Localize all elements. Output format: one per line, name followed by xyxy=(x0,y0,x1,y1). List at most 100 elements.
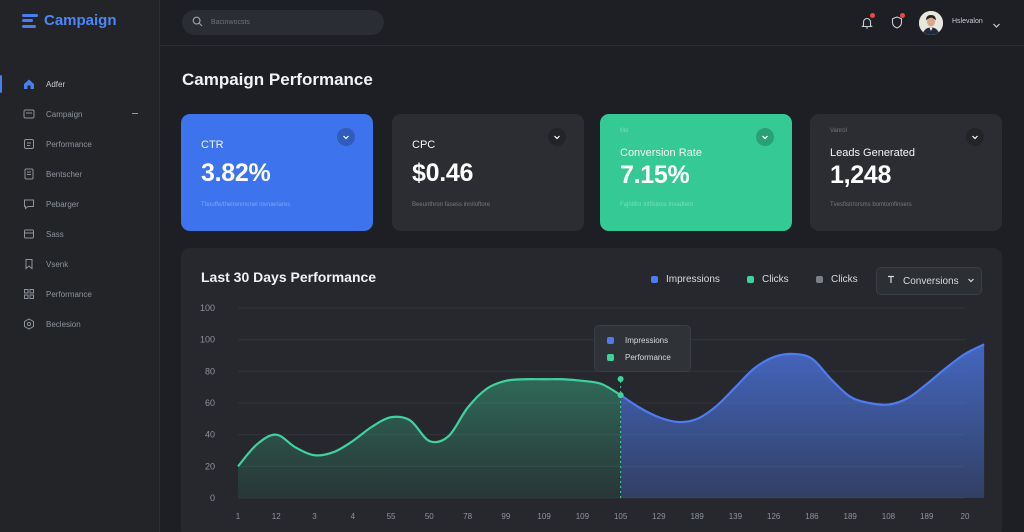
series-area-impressions xyxy=(620,344,985,498)
y-tick-label: 100 xyxy=(200,303,215,313)
sidebar-item-pebarger[interactable]: Pebarger xyxy=(0,189,160,219)
sidebar-item-vsenk[interactable]: Vsenk xyxy=(0,249,160,279)
chevron-down-icon[interactable] xyxy=(756,128,774,146)
user-name[interactable]: Hslevalon xyxy=(952,18,983,25)
highlight-point xyxy=(617,376,624,382)
sidebar-item-performance-2[interactable]: Performance xyxy=(0,279,160,309)
x-tick-label: 109 xyxy=(576,512,590,521)
sidebar-item-label: Campaign xyxy=(46,109,83,119)
campaign-icon xyxy=(22,108,35,121)
kpi-caption: Tbouffe/thelrenmonel inv/uerlares xyxy=(201,202,291,208)
shield-icon[interactable] xyxy=(889,13,905,30)
dropdown-label: Conversions xyxy=(903,275,959,287)
layers-icon xyxy=(22,228,35,241)
sidebar-item-campaign[interactable]: Campaign xyxy=(0,99,160,129)
tooltip-row: Impressions xyxy=(607,336,668,345)
avatar[interactable] xyxy=(919,11,943,35)
kpi-value: 1,248 xyxy=(830,161,892,189)
sidebar-nav: Adfer Campaign Performance Bentscher xyxy=(0,69,160,339)
chevron-down-icon xyxy=(967,276,975,287)
kpi-card-leads-generated[interactable]: Vanrol Leads Generated 1,248 Tvesfistr/o… xyxy=(810,114,1002,231)
sidebar-item-label: Vsenk xyxy=(46,259,69,269)
chart-tooltip: Impressions Performance xyxy=(594,325,691,372)
chevron-down-icon[interactable] xyxy=(966,128,984,146)
performance-icon xyxy=(22,138,35,151)
sidebar-item-sass[interactable]: Sass xyxy=(0,219,160,249)
kpi-label: Leads Generated xyxy=(830,147,916,159)
sidebar-item-label: Adfer xyxy=(46,79,66,89)
legend-label: Clicks xyxy=(831,274,858,285)
kpi-card-conversion-rate[interactable]: Mo Conversion Rate 7.15% Fajhtifor intfi… xyxy=(600,114,792,231)
y-tick-label: 80 xyxy=(205,366,215,376)
x-tick-label: 105 xyxy=(614,512,628,521)
chart-title: Last 30 Days Performance xyxy=(201,269,377,285)
chevron-down-icon[interactable] xyxy=(992,17,1001,35)
alert-dot xyxy=(900,13,905,18)
sidebar-item-label: Bentscher xyxy=(46,169,83,179)
brand-logo-icon xyxy=(22,13,38,28)
kpi-value: 3.82% xyxy=(201,159,271,187)
sidebar-item-beclesion[interactable]: Beclesion xyxy=(0,309,160,339)
search-input[interactable] xyxy=(211,19,371,26)
x-tick-label: 55 xyxy=(387,512,396,521)
document-icon xyxy=(22,168,35,181)
series-area-performance xyxy=(238,379,621,498)
y-tick-label: 60 xyxy=(205,398,215,408)
legend-clicks[interactable]: Clicks xyxy=(747,274,789,285)
tooltip-row: Performance xyxy=(607,353,671,362)
chat-icon xyxy=(22,198,35,211)
series-line-performance xyxy=(237,378,622,468)
sidebar-item-performance[interactable]: Performance xyxy=(0,129,160,159)
kpi-caption: Beeunthron fasess inn/ioftore xyxy=(412,202,491,208)
notification-bell-icon[interactable] xyxy=(859,13,875,30)
x-tick-label: 109 xyxy=(537,512,551,521)
brand[interactable]: Campaign xyxy=(22,12,117,29)
kpi-prefix: Mo xyxy=(620,128,629,134)
x-tick-label: 189 xyxy=(844,512,858,521)
y-tick-label: 20 xyxy=(205,461,215,471)
kpi-card-cpc[interactable]: CPC $0.46 Beeunthron fasess inn/ioftore xyxy=(392,114,584,231)
conversions-dropdown[interactable]: Conversions xyxy=(876,267,982,295)
sidebar-item-label: Pebarger xyxy=(46,199,79,209)
x-tick-label: 3 xyxy=(312,512,317,521)
kpi-value: 7.15% xyxy=(620,161,690,189)
tooltip-label: Performance xyxy=(625,353,671,362)
legend-impressions[interactable]: Impressions xyxy=(651,274,720,285)
kpi-label: Conversion Rate xyxy=(620,147,702,159)
performance-chart-panel: 100 100 80 60 40 20 0 1 12 3 4 55 50 78 99 109 109 105 129… xyxy=(181,248,1002,532)
x-tick-label: 20 xyxy=(961,512,970,521)
legend-label: Impressions xyxy=(666,274,720,285)
chevron-down-icon[interactable] xyxy=(337,128,355,146)
grid-icon xyxy=(22,288,35,301)
legend-clicks-secondary[interactable]: Clicks xyxy=(816,274,858,285)
sidebar-item-label: Beclesion xyxy=(46,319,81,329)
x-tick-label: 126 xyxy=(767,512,781,521)
kpi-prefix: Vanrol xyxy=(830,128,847,134)
sidebar-item-label: Performance xyxy=(46,139,92,149)
x-tick-label: 189 xyxy=(920,512,934,521)
legend-swatch xyxy=(651,276,658,283)
x-tick-label: 129 xyxy=(652,512,666,521)
tooltip-label: Impressions xyxy=(625,336,669,345)
sidebar-item-bentscher[interactable]: Bentscher xyxy=(0,159,160,189)
sidebar-item-label: Sass xyxy=(46,229,64,239)
bookmark-icon xyxy=(22,258,35,271)
x-tick-label: 1 xyxy=(236,512,241,521)
filter-icon xyxy=(887,275,895,287)
x-tick-label: 78 xyxy=(463,512,472,521)
tooltip-swatch xyxy=(607,354,614,361)
kpi-card-ctr[interactable]: CTR 3.82% Tbouffe/thelrenmonel inv/uerla… xyxy=(181,114,373,231)
x-tick-label: 4 xyxy=(351,512,356,521)
performance-chart: 100 100 80 60 40 20 0 1 12 3 4 55 50 78 99 109 109 105 129… xyxy=(200,303,985,521)
y-tick-label: 0 xyxy=(210,493,215,503)
search-bar[interactable] xyxy=(182,10,384,35)
x-tick-label: 189 xyxy=(690,512,704,521)
home-icon xyxy=(22,78,35,91)
sidebar-item-adfer[interactable]: Adfer xyxy=(0,69,160,99)
brand-name: Campaign xyxy=(44,12,117,29)
collapse-icon[interactable] xyxy=(132,113,138,114)
tooltip-swatch xyxy=(607,337,614,344)
highlight-point xyxy=(617,392,624,399)
chevron-down-icon[interactable] xyxy=(548,128,566,146)
